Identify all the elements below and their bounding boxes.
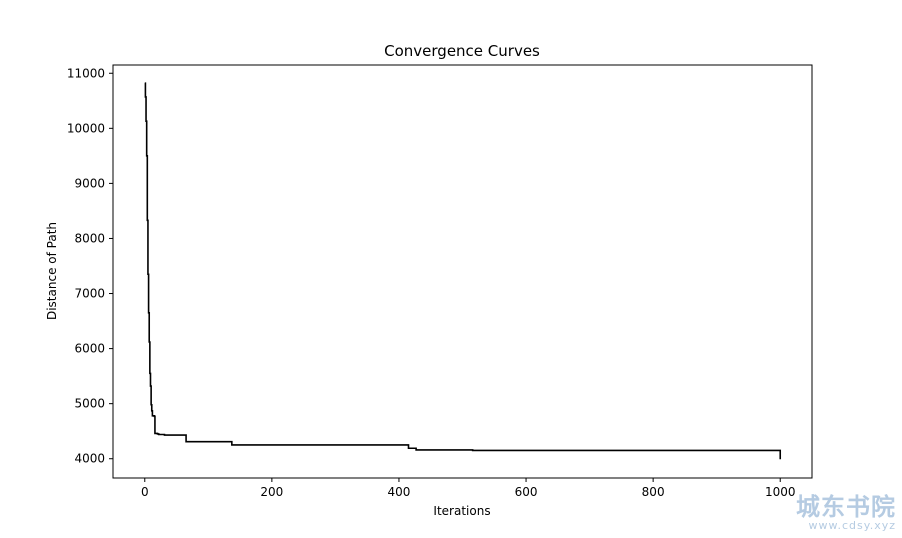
y-tick-label: 7000 (74, 287, 105, 301)
watermark-url: www.cdsy.xyz (808, 519, 896, 532)
y-tick-label: 9000 (74, 176, 105, 190)
x-axis-label: Iterations (433, 504, 490, 518)
y-axis: 4000 5000 6000 7000 8000 9000 10000 11000 (67, 66, 113, 466)
convergence-line (144, 82, 782, 460)
x-tick-label: 800 (642, 485, 665, 499)
y-tick-label: 5000 (74, 397, 105, 411)
y-tick-label: 11000 (67, 66, 105, 80)
plot-area (112, 64, 813, 479)
chart-title: Convergence Curves (384, 42, 540, 60)
y-tick-label: 10000 (67, 121, 105, 135)
y-tick-label: 6000 (74, 342, 105, 356)
y-tick-label: 4000 (74, 452, 105, 466)
y-axis-label: Distance of Path (45, 222, 59, 320)
watermark-logo: 城东书院 (796, 493, 896, 521)
x-axis: 0 200 400 600 800 1000 (141, 478, 796, 499)
x-tick-label: 400 (388, 485, 411, 499)
watermark: 城东书院 www.cdsy.xyz (796, 494, 896, 532)
y-tick-label: 8000 (74, 231, 105, 245)
x-tick-label: 200 (260, 485, 283, 499)
x-tick-label: 600 (515, 485, 538, 499)
x-tick-label: 1000 (765, 485, 796, 499)
x-tick-label: 0 (141, 485, 149, 499)
